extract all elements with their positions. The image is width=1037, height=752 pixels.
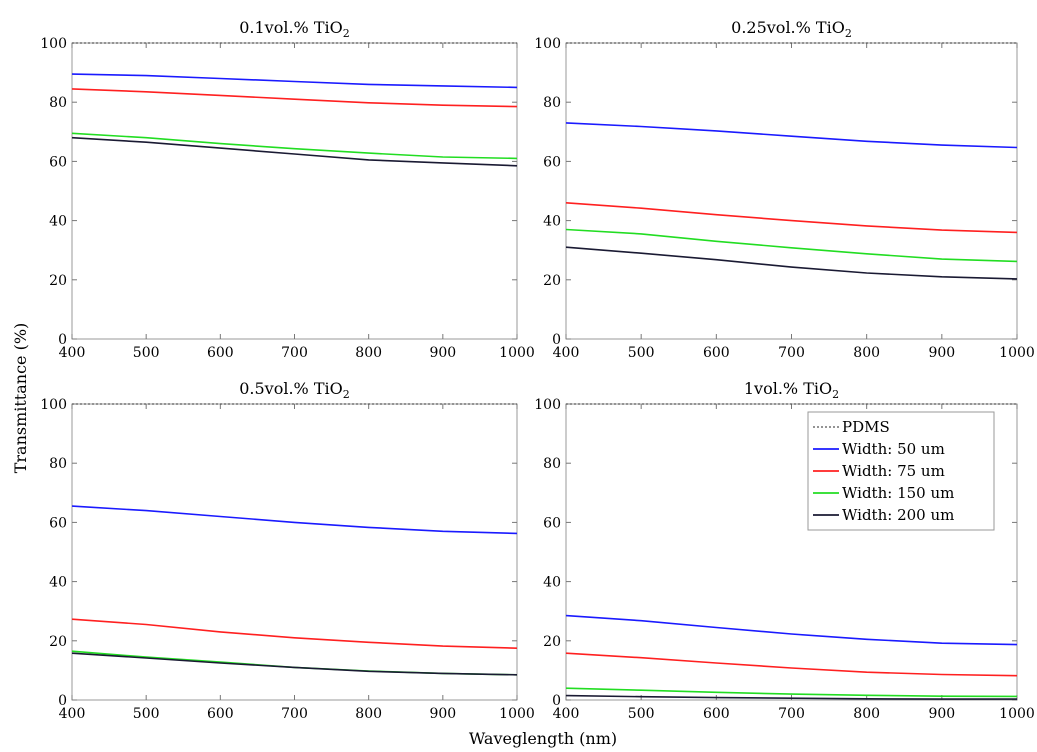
y-tick-label: 100 bbox=[534, 397, 561, 413]
x-tick-label: 600 bbox=[207, 706, 234, 722]
x-axis-label: Waveglength (nm) bbox=[469, 729, 617, 748]
panel-title: 0.25vol.% TiO2 bbox=[731, 18, 852, 40]
y-tick-label: 40 bbox=[543, 575, 561, 591]
series-line-width-75-um bbox=[565, 202, 1018, 234]
x-tick-label: 800 bbox=[853, 345, 880, 361]
panel-title: 1vol.% TiO2 bbox=[744, 379, 839, 401]
series-line-width-75-um bbox=[71, 88, 518, 108]
series-line-width-200-um bbox=[565, 694, 1017, 700]
legend-label: Width: 75 um bbox=[842, 462, 945, 480]
y-tick-label: 80 bbox=[543, 95, 561, 111]
x-tick-label: 1000 bbox=[999, 706, 1035, 722]
x-tick-label: 900 bbox=[429, 706, 456, 722]
series-line-width-50-um bbox=[565, 122, 1018, 149]
panel-title-main: 0.1vol.% TiO bbox=[239, 18, 343, 37]
x-tick-label: 500 bbox=[628, 345, 655, 361]
legend-label: Width: 50 um bbox=[842, 440, 945, 458]
y-tick-label: 0 bbox=[552, 332, 561, 348]
legend-label: PDMS bbox=[842, 418, 890, 436]
plot-frame bbox=[71, 403, 518, 701]
x-tick-label: 400 bbox=[553, 345, 580, 361]
y-tick-label: 60 bbox=[49, 154, 67, 170]
panel-1: 0 20 40 60 80 100 400 500 600 700 800 900 1000 0.1vol… bbox=[40, 18, 535, 361]
x-tick-label: 700 bbox=[778, 706, 805, 722]
y-tick-label: 20 bbox=[49, 273, 67, 289]
y-tick-label: 80 bbox=[543, 456, 561, 472]
y-tick-label: 0 bbox=[58, 332, 67, 348]
x-tick-label: 700 bbox=[281, 345, 308, 361]
panel-title-subscript: 2 bbox=[845, 27, 852, 40]
series-line-width-150-um bbox=[565, 228, 1018, 263]
panel-title-main: 0.25vol.% TiO bbox=[731, 18, 845, 37]
y-tick-label: 40 bbox=[49, 214, 67, 230]
x-tick-label: 800 bbox=[853, 706, 880, 722]
x-tick-label: 1000 bbox=[999, 345, 1035, 361]
x-tick-label: 600 bbox=[207, 345, 234, 361]
series-line-width-150-um bbox=[71, 132, 518, 160]
y-tick-label: 80 bbox=[49, 456, 67, 472]
x-tick-label: 600 bbox=[703, 706, 730, 722]
x-tick-label: 700 bbox=[778, 345, 805, 361]
x-tick-label: 600 bbox=[703, 345, 730, 361]
y-tick-label: 20 bbox=[49, 634, 67, 650]
panel-title-subscript: 2 bbox=[343, 27, 350, 40]
panel-title: 0.1vol.% TiO2 bbox=[239, 18, 350, 40]
x-tick-label: 500 bbox=[628, 706, 655, 722]
y-tick-label: 100 bbox=[40, 397, 67, 413]
x-tick-label: 900 bbox=[928, 345, 955, 361]
y-tick-label: 40 bbox=[543, 214, 561, 230]
x-tick-label: 900 bbox=[429, 345, 456, 361]
panel-2: 0 20 40 60 80 100 400 500 600 700 800 900 1000 0.25vo… bbox=[534, 18, 1035, 361]
panel-3: 0 20 40 60 80 100 400 500 600 700 800 900 1000 0.5vol… bbox=[40, 379, 535, 722]
x-tick-label: 800 bbox=[355, 345, 382, 361]
series-line-width-200-um bbox=[565, 246, 1018, 280]
series-line-width-75-um bbox=[71, 618, 518, 649]
legend-label: Width: 200 um bbox=[842, 506, 954, 524]
y-tick-label: 20 bbox=[543, 273, 561, 289]
series-line-width-50-um bbox=[71, 505, 518, 535]
x-tick-label: 900 bbox=[928, 706, 955, 722]
series-line-width-150-um bbox=[565, 687, 1018, 698]
y-axis-label: Transmittance (%) bbox=[11, 323, 30, 474]
x-tick-label: 400 bbox=[59, 706, 86, 722]
x-tick-label: 500 bbox=[133, 345, 160, 361]
y-tick-label: 60 bbox=[543, 515, 561, 531]
panel-title-main: 0.5vol.% TiO bbox=[239, 379, 343, 398]
plot-frame bbox=[71, 42, 518, 340]
legend-label: Width: 150 um bbox=[842, 484, 954, 502]
y-tick-label: 40 bbox=[49, 575, 67, 591]
series-line-width-200-um bbox=[71, 652, 518, 676]
series-line-width-50-um bbox=[71, 73, 518, 89]
x-tick-label: 800 bbox=[355, 706, 382, 722]
y-tick-label: 100 bbox=[534, 36, 561, 52]
x-tick-label: 400 bbox=[553, 706, 580, 722]
x-tick-label: 1000 bbox=[499, 706, 535, 722]
panel-title: 0.5vol.% TiO2 bbox=[239, 379, 350, 401]
x-tick-label: 700 bbox=[281, 706, 308, 722]
series-line-width-200-um bbox=[71, 136, 518, 167]
y-tick-label: 80 bbox=[49, 95, 67, 111]
y-tick-label: 60 bbox=[543, 154, 561, 170]
panel-title-subscript: 2 bbox=[832, 388, 839, 401]
panel-title-main: 1vol.% TiO bbox=[744, 379, 832, 398]
y-tick-label: 60 bbox=[49, 515, 67, 531]
y-tick-label: 20 bbox=[543, 634, 561, 650]
y-tick-label: 100 bbox=[40, 36, 67, 52]
series-line-width-75-um bbox=[565, 652, 1018, 677]
series-line-width-50-um bbox=[565, 614, 1018, 646]
x-tick-label: 400 bbox=[59, 345, 86, 361]
panel-title-subscript: 2 bbox=[343, 388, 350, 401]
legend: PDMS Width: 50 um Width: 75 um Width: 150 u… bbox=[807, 411, 995, 531]
y-tick-label: 0 bbox=[552, 693, 561, 709]
y-tick-label: 0 bbox=[58, 693, 67, 709]
x-tick-label: 1000 bbox=[499, 345, 535, 361]
plot-frame bbox=[565, 42, 1018, 340]
x-tick-label: 500 bbox=[133, 706, 160, 722]
